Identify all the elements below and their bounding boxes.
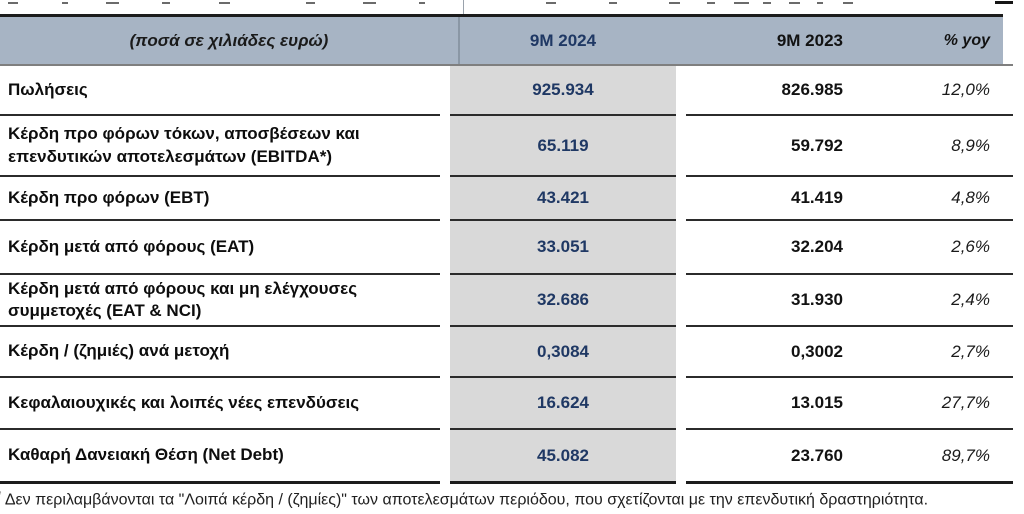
value-yoy: 12,0%: [941, 80, 990, 99]
value-2024: 32.686: [537, 290, 589, 309]
footnote-asterisk: *: [0, 489, 1, 501]
row-label-cell: Κεφαλαιουχικές και λοιπές νέες επενδύσει…: [0, 378, 440, 430]
value-yoy: 2,6%: [951, 237, 990, 256]
table-row-ebt: Κέρδη προ φόρων (EBT) 43.421 41.419 4,8%: [0, 177, 1013, 221]
row-label: Καθαρή Δανειακή Θέση (Net Debt): [8, 445, 284, 465]
right-values-cell: 13.015 27,7%: [686, 378, 1013, 430]
header-underline: [0, 64, 1013, 66]
row-label-cell: Κέρδη μετά από φόρους και μη ελέγχουσες …: [0, 275, 440, 327]
column-gap: [440, 275, 450, 327]
row-label-cell: Κέρδη μετά από φόρους (EAT): [0, 221, 440, 275]
right-values-cell: 826.985 12,0%: [686, 66, 1013, 116]
value-yoy: 4,8%: [951, 188, 990, 207]
right-values-cell: 31.930 2,4%: [686, 275, 1013, 327]
table-row-capex: Κεφαλαιουχικές και λοιπές νέες επενδύσει…: [0, 378, 1013, 430]
column-gap: [440, 327, 450, 378]
value-2023: 13.015: [791, 393, 843, 412]
column-gap: [676, 275, 686, 327]
value-yoy: 89,7%: [941, 445, 990, 465]
value-2024-cell: 33.051: [450, 221, 676, 275]
table-row-net-debt: Καθαρή Δανειακή Θέση (Net Debt) 45.082 2…: [0, 430, 1013, 484]
column-gap: [676, 116, 686, 177]
column-gap: [676, 430, 686, 484]
table-top-border: [0, 14, 1003, 17]
footnote: * Δεν περιλαμβάνονται τα "Λοιπά κέρδη / …: [0, 489, 1017, 509]
column-gap: [440, 116, 450, 177]
column-gap: [676, 327, 686, 378]
value-2023: 59.792: [791, 135, 843, 155]
value-2024: 0,3084: [537, 341, 589, 361]
value-2023: 41.419: [791, 188, 843, 207]
value-2024-cell: 16.624: [450, 378, 676, 430]
value-2024-cell: 43.421: [450, 177, 676, 221]
table-header-row: (ποσά σε χιλιάδες ευρώ) 9M 2024 9M 2023 …: [0, 17, 1013, 64]
table-row-eat: Κέρδη μετά από φόρους (EAT) 33.051 32.20…: [0, 221, 1013, 275]
value-2024: 925.934: [532, 80, 594, 99]
row-label-cell: Κέρδη / (ζημιές) ανά μετοχή: [0, 327, 440, 378]
table-row-ebitda: Κέρδη προ φόρων τόκων, αποσβέσεων και επ…: [0, 116, 1013, 177]
right-values-cell: 41.419 4,8%: [686, 177, 1013, 221]
value-yoy: 2,4%: [951, 290, 990, 309]
column-gap: [676, 378, 686, 430]
value-2024-cell: 925.934: [450, 66, 676, 116]
right-values-cell: 59.792 8,9%: [686, 116, 1013, 177]
footnote-text: Δεν περιλαμβάνονται τα "Λοιπά κέρδη / (ζ…: [4, 491, 929, 509]
value-2024: 43.421: [537, 188, 589, 207]
value-2024-cell: 0,3084: [450, 327, 676, 378]
column-header-yoy: % yoy: [943, 31, 990, 49]
table-row-eat-nci: Κέρδη μετά από φόρους και μη ελέγχουσες …: [0, 275, 1013, 327]
column-gap: [676, 66, 686, 116]
table-body: Πωλήσεις 925.934 826.985 12,0% Κέρδη προ…: [0, 66, 1013, 484]
value-2023: 31.930: [791, 290, 843, 309]
column-gap: [440, 221, 450, 275]
value-yoy: 27,7%: [941, 393, 990, 412]
right-values-cell: 23.760 89,7%: [686, 430, 1013, 484]
column-gap: [440, 378, 450, 430]
row-label: Κέρδη μετά από φόρους (EAT): [8, 236, 255, 256]
value-2023: 32.204: [791, 237, 843, 256]
row-label: Κέρδη προ φόρων τόκων, αποσβέσεων και επ…: [8, 124, 360, 166]
value-2024: 33.051: [537, 237, 589, 256]
value-2024-cell: 65.119: [450, 116, 676, 177]
column-gap: [440, 430, 450, 484]
value-2023: 826.985: [781, 80, 843, 99]
right-values-cell: 0,3002 2,7%: [686, 327, 1013, 378]
value-2024: 45.082: [537, 445, 589, 465]
row-label: Κέρδη προ φόρων (EBT): [8, 187, 210, 207]
value-2024-cell: 45.082: [450, 430, 676, 484]
header-background: [0, 17, 1003, 64]
value-yoy: 2,7%: [951, 341, 990, 361]
column-header-9m-2023: 9M 2023: [776, 30, 843, 50]
value-yoy: 8,9%: [951, 135, 990, 155]
column-gap: [440, 66, 450, 116]
value-2024: 65.119: [537, 135, 589, 155]
column-gap: [440, 177, 450, 221]
table-row-eps: Κέρδη / (ζημιές) ανά μετοχή 0,3084 0,300…: [0, 327, 1013, 378]
row-label-cell: Καθαρή Δανειακή Θέση (Net Debt): [0, 430, 440, 484]
row-label: Κεφαλαιουχικές και λοιπές νέες επενδύσει…: [8, 392, 360, 412]
units-header-cell: (ποσά σε χιλιάδες ευρώ): [129, 30, 329, 50]
column-gap: [676, 177, 686, 221]
row-label-cell: Κέρδη προ φόρων (EBT): [0, 177, 440, 221]
value-2023: 0,3002: [791, 341, 843, 361]
value-2024: 16.624: [537, 393, 589, 412]
column-gap: [676, 221, 686, 275]
value-2023: 23.760: [791, 445, 843, 465]
header-cell-divider: [458, 17, 460, 64]
table-row-sales: Πωλήσεις 925.934 826.985 12,0%: [0, 66, 1013, 116]
row-label: Κέρδη / (ζημιές) ανά μετοχή: [8, 341, 230, 361]
row-label-cell: Κέρδη προ φόρων τόκων, αποσβέσεων και επ…: [0, 116, 440, 177]
clipped-column-divider: [463, 0, 464, 14]
column-header-9m-2024: 9M 2024: [529, 30, 597, 50]
value-2024-cell: 32.686: [450, 275, 676, 327]
row-label: Κέρδη μετά από φόρους και μη ελέγχουσες …: [8, 278, 358, 320]
right-values-cell: 32.204 2,6%: [686, 221, 1013, 275]
row-label: Πωλήσεις: [8, 79, 88, 99]
row-label-cell: Πωλήσεις: [0, 66, 440, 116]
